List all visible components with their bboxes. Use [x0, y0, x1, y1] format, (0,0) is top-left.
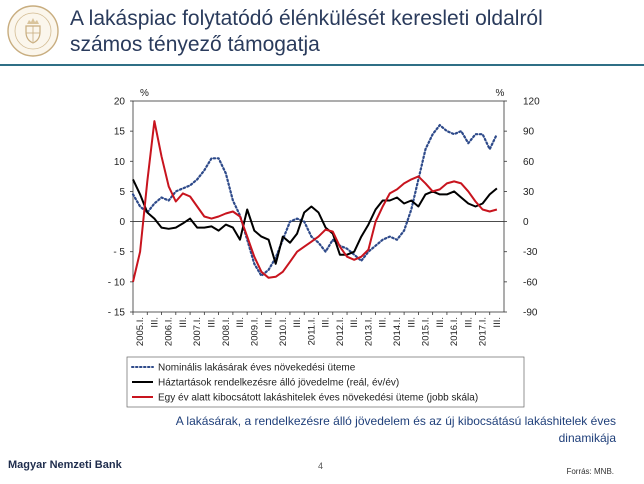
- x-tick-label: 2011.I.: [306, 317, 317, 345]
- left-tick-label: 20: [114, 97, 126, 108]
- x-tick-label: 2015.I.: [421, 317, 432, 346]
- x-tick-label: III.: [149, 317, 160, 328]
- caption-line-1: A lakásárak, a rendelkezésre álló jövede…: [175, 414, 616, 428]
- x-tick-label: III.: [349, 317, 360, 328]
- right-tick-label: 120: [523, 97, 540, 108]
- title-divider: [0, 64, 644, 66]
- right-tick-label: 30: [523, 187, 535, 198]
- left-tick-label: 15: [114, 127, 126, 138]
- title-line-2: számos tényező támogatja: [70, 33, 320, 56]
- right-tick-label: -90: [523, 308, 538, 319]
- left-axis-unit: %: [140, 88, 149, 99]
- footer-bank-name: Magyar Nemzeti Bank: [8, 459, 122, 471]
- series-line-3: [132, 120, 498, 283]
- legend-label-1: Nominális lakásárak éves növekedési ütem…: [158, 363, 356, 374]
- left-tick-label: - 10: [108, 277, 126, 288]
- x-tick-label: 2007.I.: [192, 317, 203, 346]
- right-tick-label: -30: [523, 247, 538, 258]
- mnb-logo-icon: [7, 5, 59, 57]
- series-line-1: [131, 124, 498, 277]
- chart-caption: A lakásárak, a rendelkezésre álló jövede…: [140, 413, 616, 447]
- x-tick-label: III.: [406, 317, 417, 328]
- legend-label-3: Egy év alatt kibocsátott lakáshitelek év…: [158, 393, 478, 404]
- source-note: Forrás: MNB.: [566, 467, 614, 476]
- x-tick-label: III.: [378, 317, 389, 328]
- x-tick-label: 2006.I.: [164, 317, 175, 346]
- x-tick-label: 2012.I.: [335, 317, 346, 346]
- series-line-2: [132, 178, 498, 265]
- x-tick-label: III.: [435, 317, 446, 328]
- page-number: 4: [318, 461, 324, 471]
- x-tick-label: III.: [321, 317, 332, 328]
- x-tick-label: 2017.I.: [478, 317, 489, 346]
- line-chart: - 15 - 10 - 5 0 5 10 15 20 -90 -60 -30 0 30 60 90 120%%…: [108, 88, 540, 408]
- x-tick-label: 2010.I.: [278, 317, 289, 346]
- x-tick-label: 2009.I.: [249, 317, 260, 346]
- left-tick-label: 10: [114, 157, 126, 168]
- legend-label-2: Háztartások rendelkezésre álló jövedelme…: [158, 378, 399, 389]
- right-tick-label: 60: [523, 157, 535, 168]
- x-tick-label: III.: [463, 317, 474, 328]
- x-tick-label: 2014.I.: [392, 317, 403, 346]
- x-tick-label: 2016.I.: [449, 317, 460, 346]
- x-tick-label: 2005.I.: [135, 317, 146, 346]
- x-tick-label: III.: [178, 317, 189, 328]
- right-axis-unit: %: [496, 88, 505, 99]
- left-tick-label: 0: [119, 217, 125, 228]
- page-title: A lakáspiac folytatódó élénkülését keres…: [70, 6, 636, 58]
- x-tick-label: III.: [264, 317, 275, 328]
- right-tick-label: 90: [523, 127, 535, 138]
- caption-line-2: dinamikája: [558, 431, 616, 445]
- x-tick-label: 2008.I.: [221, 317, 232, 346]
- x-tick-label: III.: [206, 317, 217, 328]
- x-tick-label: III.: [492, 317, 503, 328]
- x-tick-label: III.: [292, 317, 303, 328]
- x-tick-label: III.: [235, 317, 246, 328]
- left-tick-label: 5: [119, 187, 125, 198]
- title-line-1: A lakáspiac folytatódó élénkülését keres…: [70, 7, 543, 30]
- legend-box: [126, 356, 525, 408]
- right-tick-label: -60: [523, 277, 538, 288]
- x-tick-label: 2013.I.: [363, 317, 374, 346]
- right-tick-label: 0: [523, 217, 529, 228]
- left-tick-label: - 15: [108, 308, 126, 319]
- left-tick-label: - 5: [113, 247, 125, 258]
